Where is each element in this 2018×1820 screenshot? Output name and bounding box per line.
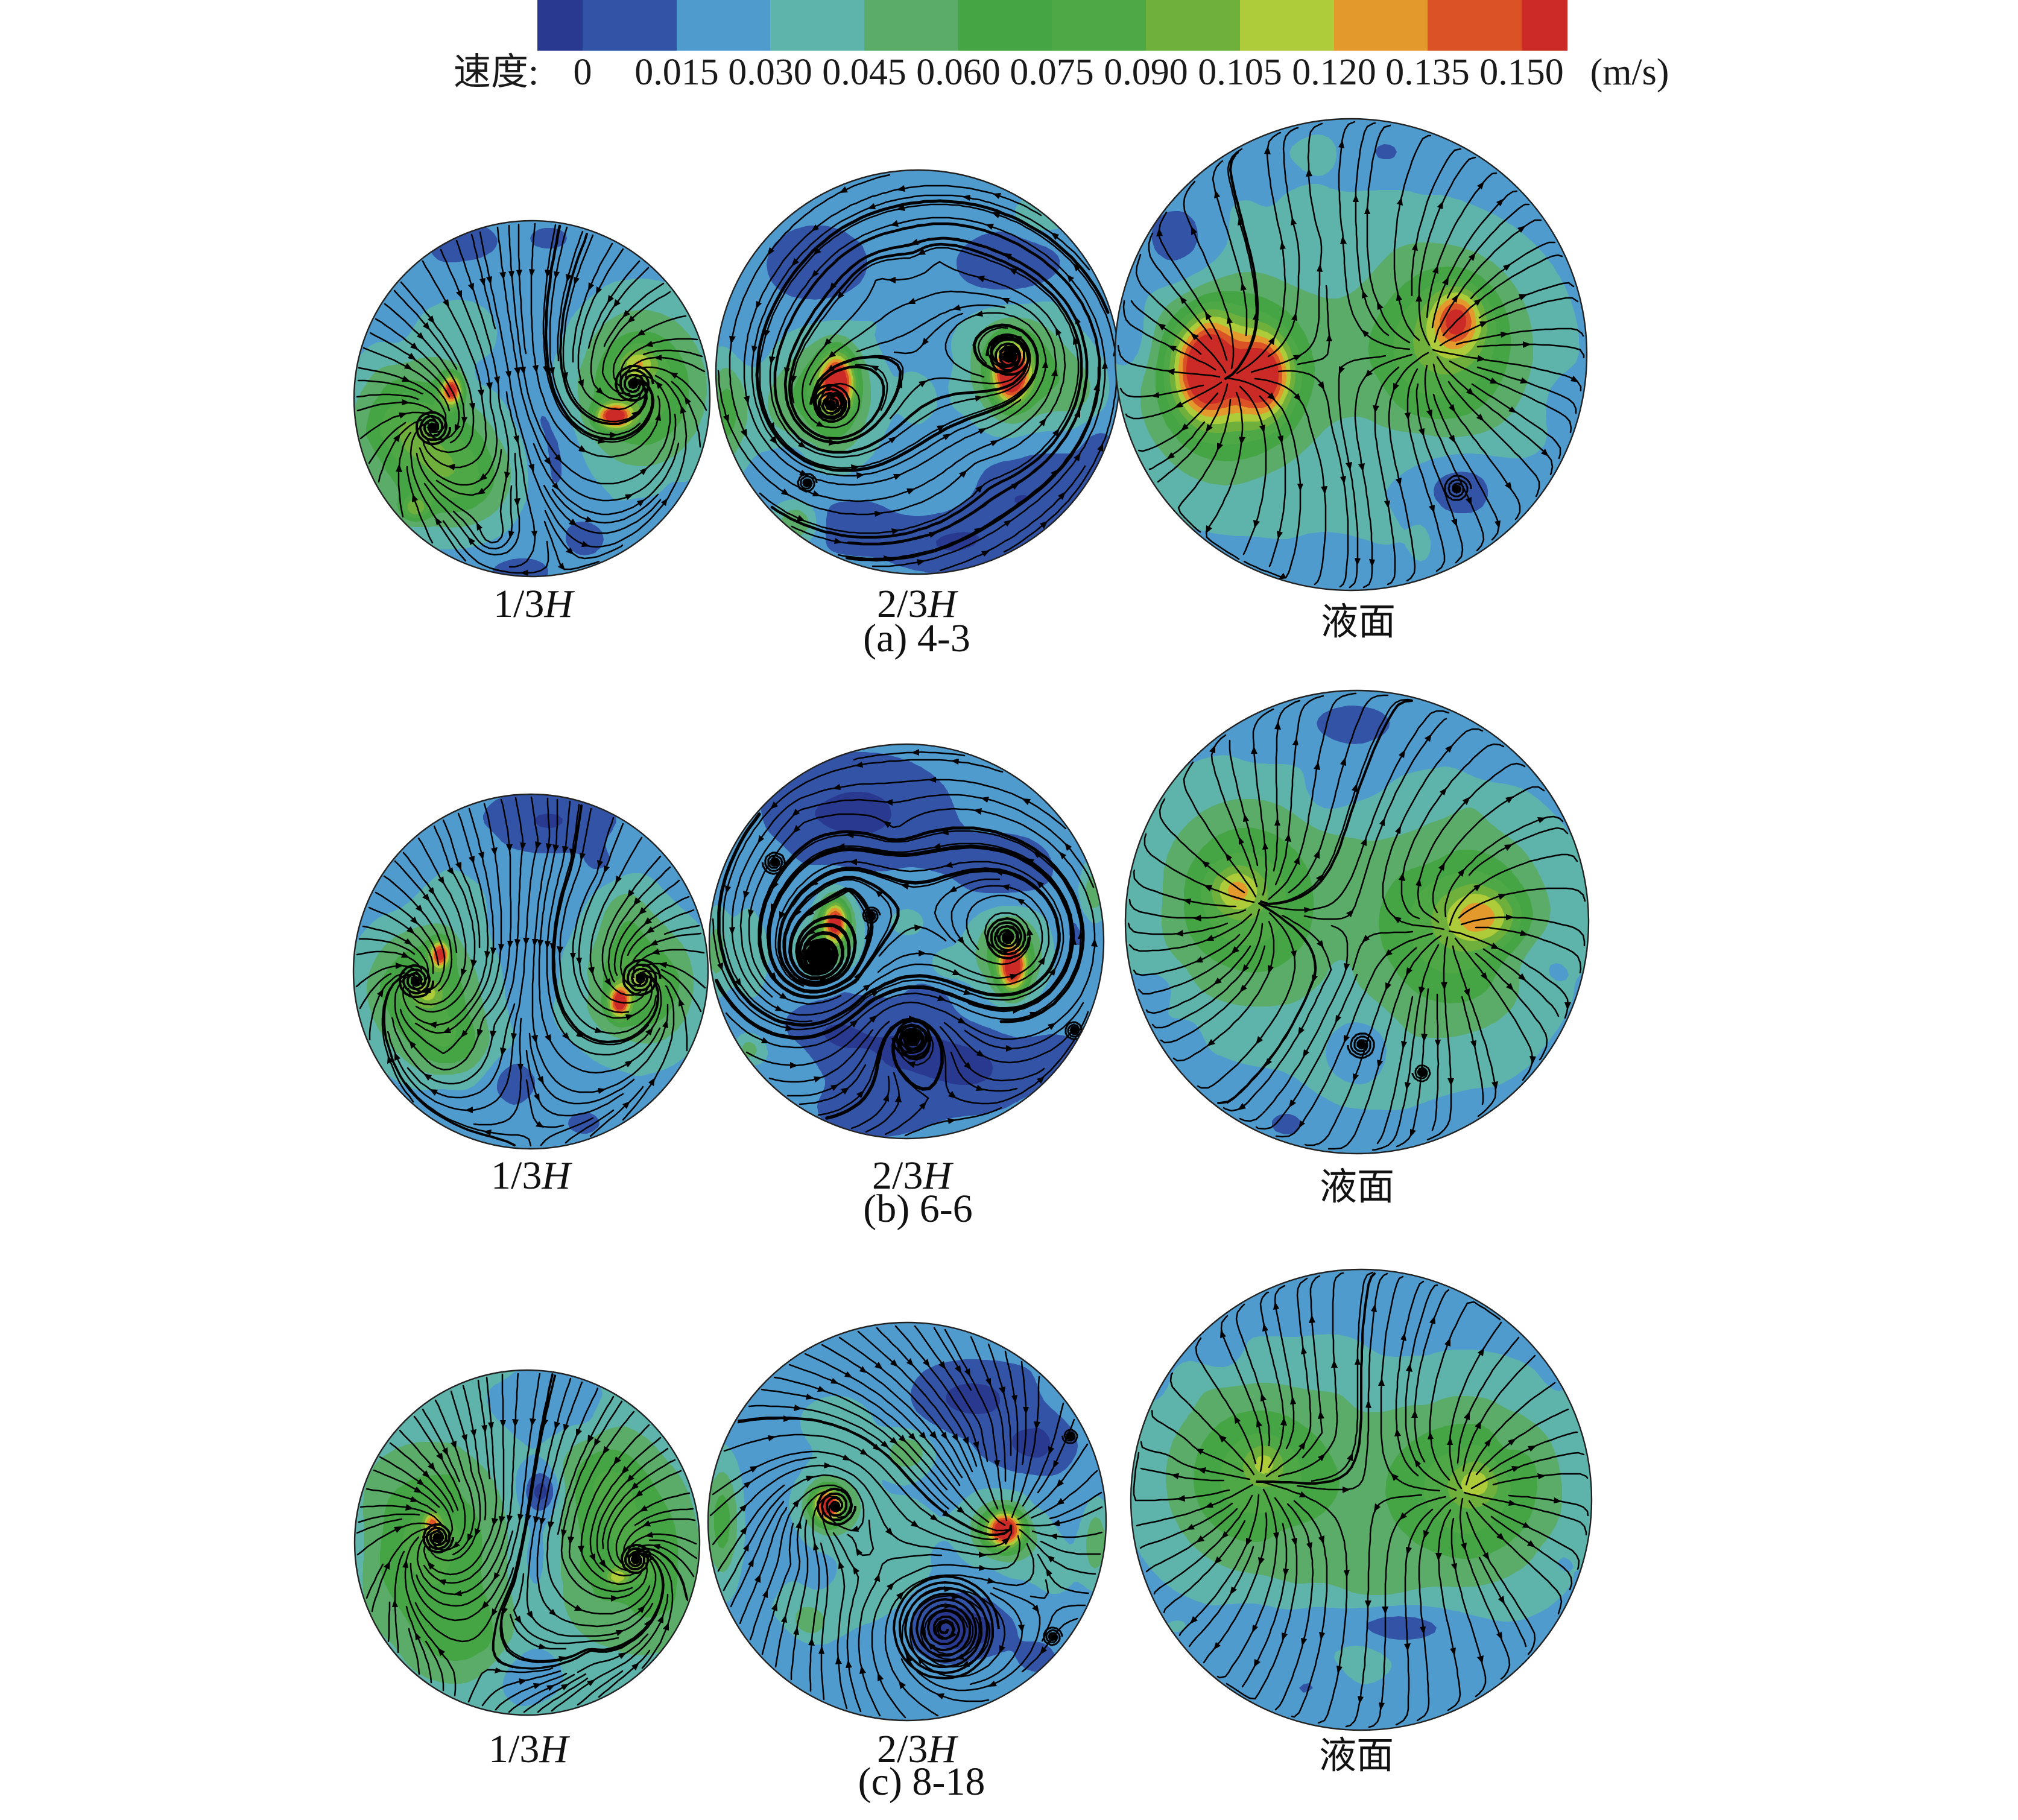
svg-text:0: 0 <box>574 52 592 93</box>
svg-text:0.060: 0.060 <box>916 52 1001 93</box>
svg-text:0.075: 0.075 <box>1010 52 1094 93</box>
svg-text:2/3H: 2/3H <box>877 582 958 626</box>
svg-text:1/3H: 1/3H <box>493 582 575 626</box>
svg-text:0.090: 0.090 <box>1104 52 1188 93</box>
svg-text:液面: 液面 <box>1321 602 1396 643</box>
svg-text:1/3H: 1/3H <box>489 1727 570 1771</box>
svg-text:0.150: 0.150 <box>1479 52 1564 93</box>
svg-text:0.030: 0.030 <box>728 52 812 93</box>
svg-text:(c) 8-18: (c) 8-18 <box>858 1760 985 1804</box>
svg-text:液面: 液面 <box>1319 1736 1394 1777</box>
svg-text:速度:: 速度: <box>454 52 539 93</box>
svg-text:(a) 4-3: (a) 4-3 <box>863 616 970 660</box>
svg-text:1/3H: 1/3H <box>491 1154 572 1198</box>
svg-text:2/3H: 2/3H <box>872 1154 954 1198</box>
svg-text:0.045: 0.045 <box>822 52 906 93</box>
svg-text:0.135: 0.135 <box>1385 52 1470 93</box>
svg-text:0.015: 0.015 <box>634 52 719 93</box>
svg-text:0.105: 0.105 <box>1198 52 1282 93</box>
svg-text:0.120: 0.120 <box>1292 52 1376 93</box>
svg-text:(b) 6-6: (b) 6-6 <box>863 1187 972 1231</box>
svg-text:(m/s): (m/s) <box>1590 52 1669 93</box>
svg-text:液面: 液面 <box>1320 1167 1394 1208</box>
svg-text:2/3H: 2/3H <box>877 1727 958 1771</box>
